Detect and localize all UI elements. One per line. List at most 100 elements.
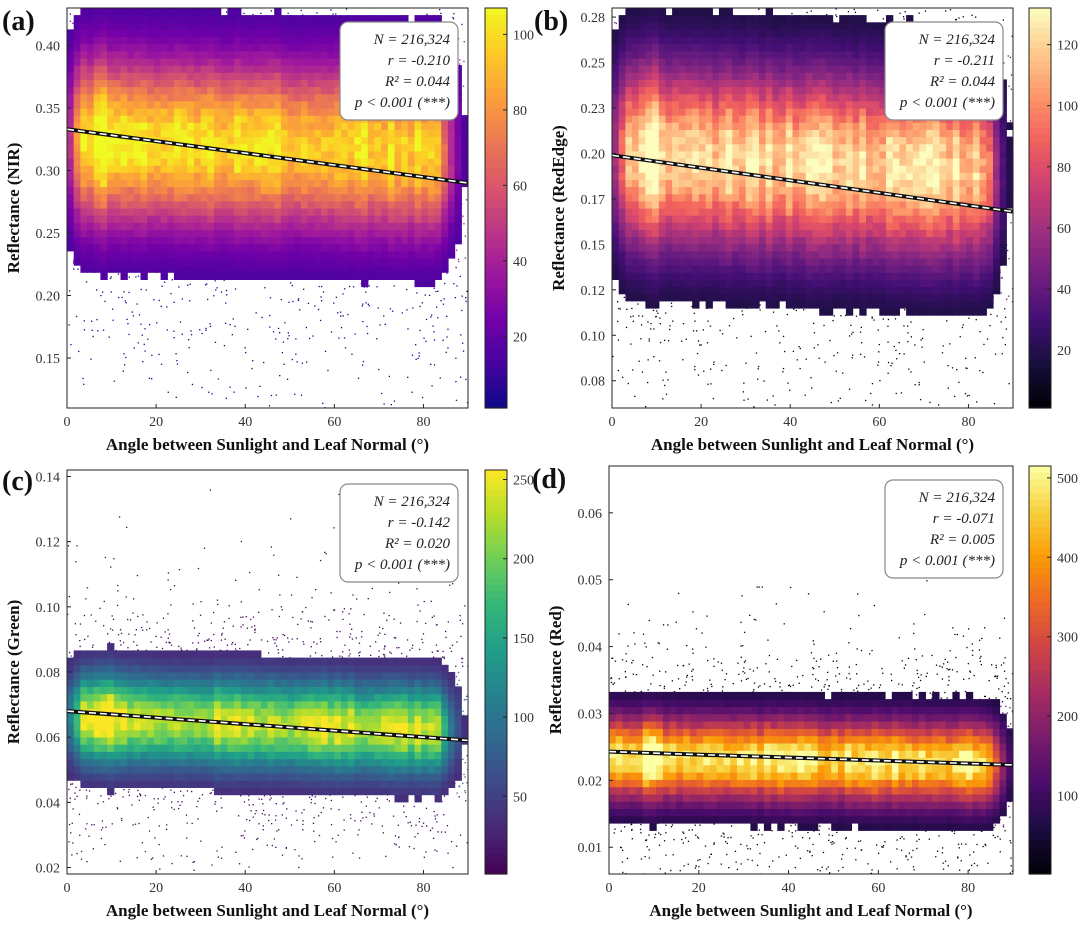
heatmap-cell [113, 215, 122, 223]
heatmap-cell [113, 243, 122, 252]
heatmap-cell [100, 172, 108, 180]
heatmap-cell [307, 165, 315, 173]
heatmap-cell [207, 193, 215, 202]
heatmap-cell [160, 79, 168, 88]
scatter-point [388, 375, 390, 378]
scatter-point [462, 342, 464, 344]
heatmap-cell [207, 265, 215, 273]
scatter-point [682, 323, 685, 325]
heatmap-cell [234, 179, 242, 188]
heatmap-cell [234, 15, 242, 23]
heatmap-cell [401, 186, 409, 195]
scatter-point [818, 357, 820, 359]
heatmap-cell [254, 100, 262, 109]
y-tick-label: 0.30 [36, 165, 61, 180]
scatter-point [710, 383, 712, 385]
heatmap-cell [147, 208, 155, 216]
heatmap-cell [300, 165, 309, 173]
heatmap-cell [374, 208, 382, 216]
scatter-point [136, 303, 138, 305]
heatmap-cell [287, 72, 295, 80]
scatter-point [201, 386, 203, 389]
heatmap-cell [187, 243, 195, 252]
heatmap-cell [280, 179, 289, 188]
heatmap-cell [321, 29, 329, 38]
scatter-point [309, 337, 311, 340]
heatmap-cell [180, 22, 188, 30]
heatmap-cell [307, 193, 315, 202]
heatmap-cell [367, 143, 376, 152]
heatmap-cell [87, 15, 95, 23]
heatmap-cell [127, 79, 135, 88]
heatmap-cell [274, 93, 282, 102]
heatmap-cell [214, 208, 222, 216]
heatmap-cell [80, 215, 88, 223]
heatmap-cell [407, 165, 416, 173]
scatter-point [287, 12, 289, 14]
heatmap-cell [441, 193, 449, 202]
heatmap-cell [220, 172, 228, 180]
heatmap-cell [194, 150, 202, 159]
heatmap-cell [240, 108, 249, 116]
heatmap-cell [260, 272, 269, 280]
heatmap-cell [274, 143, 282, 152]
heatmap-cell [180, 236, 188, 245]
heatmap-cell [394, 215, 402, 223]
heatmap-cell [274, 115, 282, 123]
heatmap-cell [401, 208, 409, 216]
heatmap-cell [347, 222, 355, 230]
heatmap-cell [260, 186, 269, 195]
heatmap-cell [107, 79, 115, 88]
heatmap-cell [107, 43, 115, 52]
heatmap-cell [260, 129, 269, 138]
heatmap-cell [300, 100, 309, 109]
heatmap-cell [100, 86, 108, 95]
heatmap-cell [87, 50, 95, 59]
heatmap-cell [247, 236, 255, 245]
heatmap-cell [160, 22, 168, 30]
scatter-point [78, 350, 80, 353]
scatter-point [401, 312, 403, 314]
colorbar-segment [485, 394, 507, 402]
scatter-point [137, 275, 140, 277]
heatmap-cell [347, 143, 355, 152]
heatmap-cell [254, 158, 262, 166]
heatmap-cell [107, 258, 115, 266]
scatter-point [102, 329, 105, 331]
heatmap-cell [387, 158, 396, 166]
heatmap-cell [274, 136, 282, 145]
heatmap-cell [173, 108, 182, 116]
scatter-point [176, 363, 179, 365]
scatter-point [425, 340, 427, 342]
heatmap-cell [127, 229, 135, 238]
heatmap-cell [147, 236, 155, 245]
scatter-point [1008, 85, 1010, 87]
heatmap-cell [180, 50, 188, 59]
heatmap-cell [207, 93, 215, 102]
colorbar-segment [485, 181, 507, 189]
heatmap-cell [220, 258, 228, 266]
heatmap-cell [227, 229, 235, 238]
heatmap-cell [240, 122, 249, 130]
heatmap-cell [361, 243, 369, 252]
heatmap-cell [307, 243, 315, 252]
heatmap-cell [113, 58, 122, 66]
heatmap-cell [401, 243, 409, 252]
heatmap-cell [260, 122, 269, 130]
scatter-point [423, 337, 425, 339]
heatmap-cell [414, 136, 422, 145]
heatmap-cell [147, 72, 155, 80]
heatmap-cell [180, 250, 188, 259]
heatmap-cell [267, 215, 275, 223]
heatmap-cell [427, 250, 436, 259]
heatmap-cell [160, 129, 168, 138]
heatmap-cell [194, 22, 202, 30]
heatmap-cell [240, 86, 249, 95]
heatmap-cell [367, 229, 376, 238]
heatmap-cell [254, 115, 262, 123]
heatmap-cell [441, 208, 449, 216]
heatmap-cell [194, 72, 202, 80]
heatmap-cell [260, 179, 269, 188]
heatmap-cell [120, 165, 128, 173]
scatter-point [118, 296, 120, 299]
